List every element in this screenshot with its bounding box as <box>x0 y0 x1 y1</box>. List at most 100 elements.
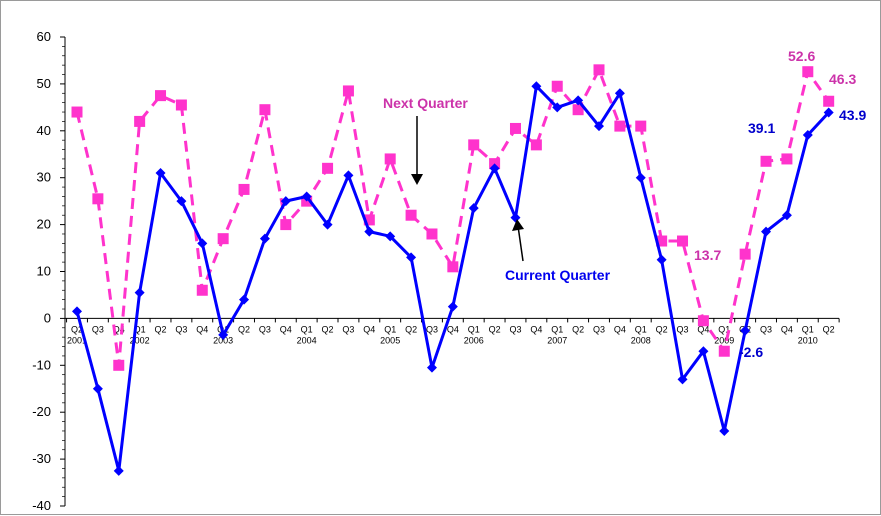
x-tick-label-quarter: Q1 <box>635 324 647 334</box>
y-tick-label: -40 <box>32 498 51 513</box>
next-quarter-point <box>781 153 793 165</box>
next-quarter-point <box>614 120 626 132</box>
current-quarter-point <box>406 252 417 263</box>
x-tick-label-quarter: Q4 <box>530 324 542 334</box>
x-tick-labels: Q2 Q3 Q4 Q1 Q2 Q3 Q4 Q1 Q2 Q3 Q4 Q1 Q2 Q3 Q4 Q1 Q2 Q3 Q4 Q1… <box>67 324 835 345</box>
y-tick-label: -10 <box>32 357 51 372</box>
x-tick-label-quarter: Q1 <box>718 324 730 334</box>
x-tick-label-quarter: Q1 <box>134 324 146 334</box>
x-tick-label-quarter: Q4 <box>196 324 208 334</box>
x-tick-label-quarter: Q3 <box>342 324 354 334</box>
next-quarter-point <box>363 214 375 226</box>
next-quarter-point <box>259 104 271 116</box>
current-quarter-point <box>552 102 563 113</box>
current-quarter-point <box>740 325 751 336</box>
current-quarter-point <box>656 254 667 265</box>
current-quarter-point <box>385 231 396 242</box>
x-tick-label-quarter: Q3 <box>677 324 689 334</box>
current-quarter-point <box>698 346 709 357</box>
next-quarter-point <box>823 95 835 107</box>
x-tick-label-year: 2009 <box>714 335 734 345</box>
next-quarter-point <box>134 115 146 127</box>
arrow-current-quarter <box>517 225 524 262</box>
next-quarter-point <box>322 162 334 174</box>
current-quarter-point <box>489 163 500 174</box>
next-quarter-point <box>217 233 229 245</box>
next-quarter-point <box>802 66 814 78</box>
x-tick-label-year: 2001 <box>67 335 87 345</box>
current-quarter-point <box>239 294 250 305</box>
series-next-quarter <box>71 64 835 371</box>
current-quarter-point <box>113 465 124 476</box>
current-quarter-point <box>322 219 333 230</box>
data-label-46-3: 46.3 <box>829 71 856 87</box>
x-tick-label-quarter: Q3 <box>259 324 271 334</box>
next-quarter-point <box>593 64 605 76</box>
current-quarter-point <box>802 130 813 141</box>
y-tick-label: 20 <box>37 217 51 232</box>
next-quarter-point <box>468 139 480 151</box>
y-tick-label: 10 <box>37 264 51 279</box>
next-quarter-point <box>384 153 396 165</box>
x-tick-label-quarter: Q4 <box>113 324 125 334</box>
data-label-13-7: 13.7 <box>694 247 721 263</box>
x-tick-label-quarter: Q2 <box>572 324 584 334</box>
current-quarter-line <box>75 84 830 473</box>
current-quarter-point <box>719 425 730 436</box>
x-tick-label-quarter: Q2 <box>656 324 668 334</box>
next-quarter-point <box>656 235 668 247</box>
y-tick-label: 60 <box>37 29 51 44</box>
x-tick-label-quarter: Q2 <box>155 324 167 334</box>
next-quarter-point <box>71 106 83 118</box>
next-quarter-point <box>175 99 187 111</box>
x-tick-label-quarter: Q1 <box>802 324 814 334</box>
x-tick-label-quarter: Q3 <box>593 324 605 334</box>
next-quarter-point <box>342 85 354 97</box>
current-quarter-point <box>218 329 229 340</box>
next-quarter-point <box>426 228 438 240</box>
x-tick-label-quarter: Q2 <box>823 324 835 334</box>
y-tick-label: 0 <box>44 310 51 325</box>
next-quarter-point <box>280 219 292 231</box>
x-tick-label-quarter: Q4 <box>447 324 459 334</box>
data-label-43-9: 43.9 <box>839 107 866 123</box>
next-quarter-point <box>238 183 250 195</box>
x-tick-label-quarter: Q3 <box>175 324 187 334</box>
current-quarter-point <box>426 362 437 373</box>
current-quarter-point <box>614 88 625 99</box>
current-quarter-point <box>72 306 82 317</box>
current-quarter-point <box>92 383 103 394</box>
x-tick-label-quarter: Q4 <box>363 324 375 334</box>
x-tick-label-quarter: Q1 <box>551 324 563 334</box>
next-quarter-point <box>447 261 459 273</box>
y-tick-labels: -40 -30 -20 -10 0 10 20 30 40 50 60 <box>32 29 51 513</box>
annotation-current-quarter: Current Quarter <box>505 267 611 283</box>
current-quarter-point <box>259 233 270 244</box>
data-label-39-1: 39.1 <box>748 120 775 136</box>
x-tick-label-year: 2007 <box>547 335 567 345</box>
current-quarter-point <box>197 238 208 249</box>
x-tick-label-quarter: Q3 <box>92 324 104 334</box>
data-label-neg-2-6: -2.6 <box>739 344 763 360</box>
next-quarter-point <box>405 209 417 221</box>
x-tick-label-year: 2002 <box>130 335 150 345</box>
arrowhead-current-quarter <box>512 219 524 231</box>
x-tick-label-year: 2006 <box>464 335 484 345</box>
next-quarter-point <box>113 359 125 371</box>
y-tick-label: 50 <box>37 76 51 91</box>
y-tick-label: -30 <box>32 451 51 466</box>
current-quarter-point <box>280 196 291 207</box>
x-tick-label-quarter: Q4 <box>614 324 626 334</box>
current-quarter-point <box>301 191 312 202</box>
x-tick-label-quarter: Q3 <box>760 324 772 334</box>
y-tick-label: -20 <box>32 404 51 419</box>
current-quarter-point <box>447 301 458 312</box>
x-tick-label-quarter: Q1 <box>301 324 313 334</box>
next-quarter-point <box>572 104 584 116</box>
next-quarter-point <box>635 120 647 132</box>
annotation-next-quarter: Next Quarter <box>383 95 468 111</box>
arrowhead-next-quarter <box>411 174 423 185</box>
next-quarter-point <box>155 90 167 102</box>
